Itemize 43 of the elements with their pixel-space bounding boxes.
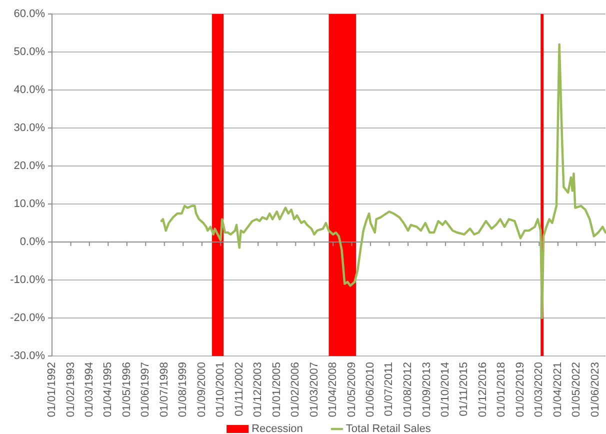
x-tick-label: 01/03/2020 <box>533 362 546 418</box>
x-tick-label: 01/06/1997 <box>140 362 152 418</box>
x-tick-label: 01/09/2000 <box>196 362 208 418</box>
x-tick-label: 01/07/1998 <box>158 362 170 418</box>
x-tick-label: 01/12/2003 <box>252 362 264 418</box>
y-tick-label: 40.0% <box>14 84 46 96</box>
x-tick-label: 01/07/2011 <box>383 362 396 416</box>
y-tick-label: 60.0% <box>14 8 46 20</box>
x-tick-label: 01/02/2006 <box>290 362 302 418</box>
x-tick-label: 01/11/2015 <box>458 362 470 416</box>
x-tick-label: 01/03/1994 <box>83 362 96 418</box>
line-series <box>160 43 606 320</box>
y-tick-label: -30.0% <box>10 350 46 362</box>
x-tick-label: 01/02/2019 <box>514 362 526 418</box>
y-tick-label: 50.0% <box>14 46 46 58</box>
y-tick-label: 0.0% <box>20 236 46 248</box>
x-tick-label: 01/08/1999 <box>177 362 190 418</box>
x-tick-label: 01/05/2022 <box>570 362 583 418</box>
x-tick-label: 01/09/2013 <box>420 362 433 418</box>
x-tick-label: 01/06/2010 <box>364 362 377 418</box>
x-tick-label: 01/01/2005 <box>270 362 283 418</box>
x-tick-label: 01/02/1993 <box>64 362 77 418</box>
x-tick-label: 01/03/2007 <box>308 362 320 418</box>
x-tick-label: 01/10/2001 <box>214 362 227 418</box>
y-tick-label: 30.0% <box>14 122 46 134</box>
x-tick-label: 01/04/2008 <box>327 362 340 418</box>
x-tick-label: 01/10/2014 <box>439 362 452 418</box>
x-tick-label: 01/05/1996 <box>120 362 133 418</box>
x-tick-label: 01/04/1995 <box>102 362 114 418</box>
y-tick-label: 20.0% <box>14 160 46 172</box>
x-tick-label: 01/01/1992 <box>46 362 58 418</box>
x-tick-label: 01/11/2002 <box>233 362 246 416</box>
x-tick-label: 01/12/2016 <box>476 362 489 418</box>
x-tick-label: 01/01/2018 <box>496 362 508 418</box>
x-tick-label: 01/05/2009 <box>346 362 358 418</box>
legend-label: Recession <box>252 423 303 434</box>
x-tick-label: 01/04/2021 <box>552 362 564 418</box>
y-tick-label: 10.0% <box>14 198 46 210</box>
x-tick-label: 01/08/2012 <box>402 362 414 418</box>
y-tick-label: -20.0% <box>10 312 46 324</box>
legend-label: Total Retail Sales <box>346 423 432 434</box>
y-tick-label: -10.0% <box>10 274 46 286</box>
x-tick-label: 01/06/2023 <box>589 362 602 418</box>
